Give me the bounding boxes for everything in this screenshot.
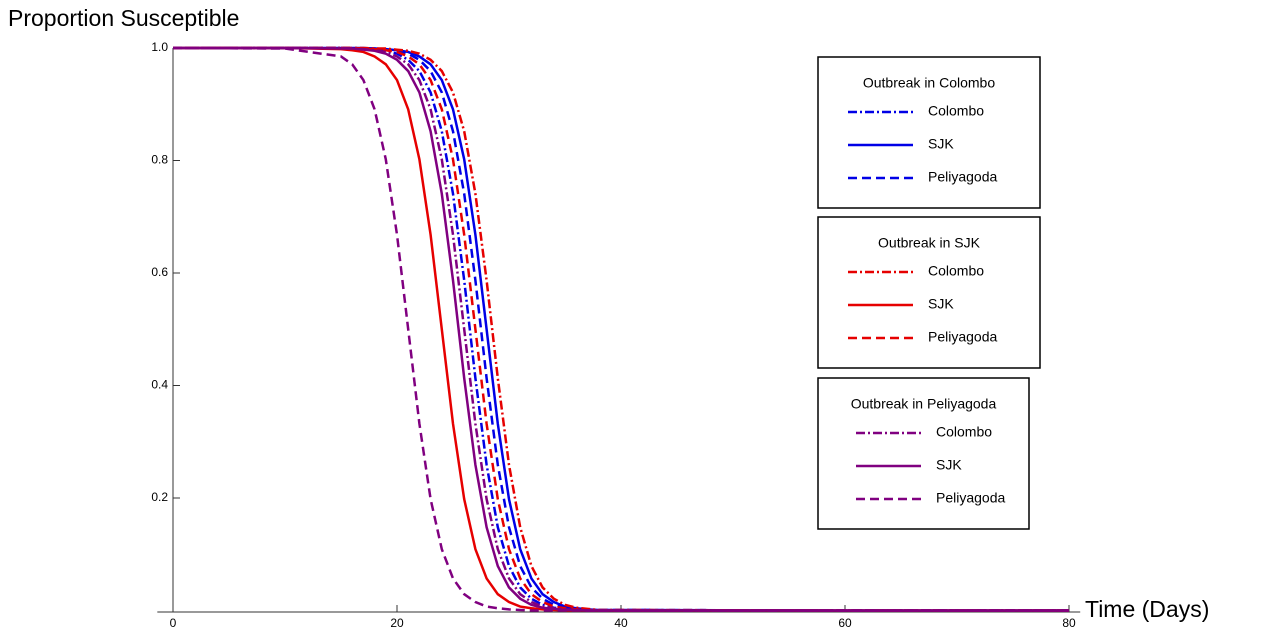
- y-tick-label: 1.0: [151, 40, 168, 54]
- legend-box: [817, 56, 1041, 209]
- y-tick-label: 0.6: [151, 265, 168, 279]
- series-line: [173, 46, 1069, 612]
- legend-box: [817, 216, 1041, 369]
- legend-label: Colombo: [928, 103, 984, 119]
- legend-label: Peliyagoda: [928, 169, 997, 185]
- series-line: [173, 46, 1069, 612]
- legend-label: SJK: [928, 296, 954, 312]
- legend-label: Colombo: [936, 424, 992, 440]
- series-line: [172, 46, 1069, 612]
- legend-box: [817, 377, 1030, 530]
- y-tick-label: 0.2: [151, 490, 168, 504]
- x-tick-label: 0: [170, 616, 177, 630]
- legend-label: SJK: [936, 457, 962, 473]
- legend-label: Peliyagoda: [928, 329, 997, 345]
- x-tick-label: 40: [614, 616, 628, 630]
- legend-title: Outbreak in SJK: [878, 235, 981, 251]
- x-axis-label: Time (Days): [1085, 596, 1209, 622]
- legend-title: Outbreak in Colombo: [863, 75, 996, 91]
- x-tick-label: 60: [838, 616, 852, 630]
- x-tick-label: 20: [390, 616, 404, 630]
- x-tick-label: 80: [1062, 616, 1076, 630]
- legend-label: Colombo: [928, 263, 984, 279]
- y-tick-label: 0.4: [151, 378, 168, 392]
- legend-label: Peliyagoda: [936, 490, 1005, 506]
- legend-label: SJK: [928, 136, 954, 152]
- y-tick-label: 0.8: [151, 153, 168, 167]
- legend-title: Outbreak in Peliyagoda: [851, 396, 997, 412]
- y-axis-label: Proportion Susceptible: [8, 5, 239, 31]
